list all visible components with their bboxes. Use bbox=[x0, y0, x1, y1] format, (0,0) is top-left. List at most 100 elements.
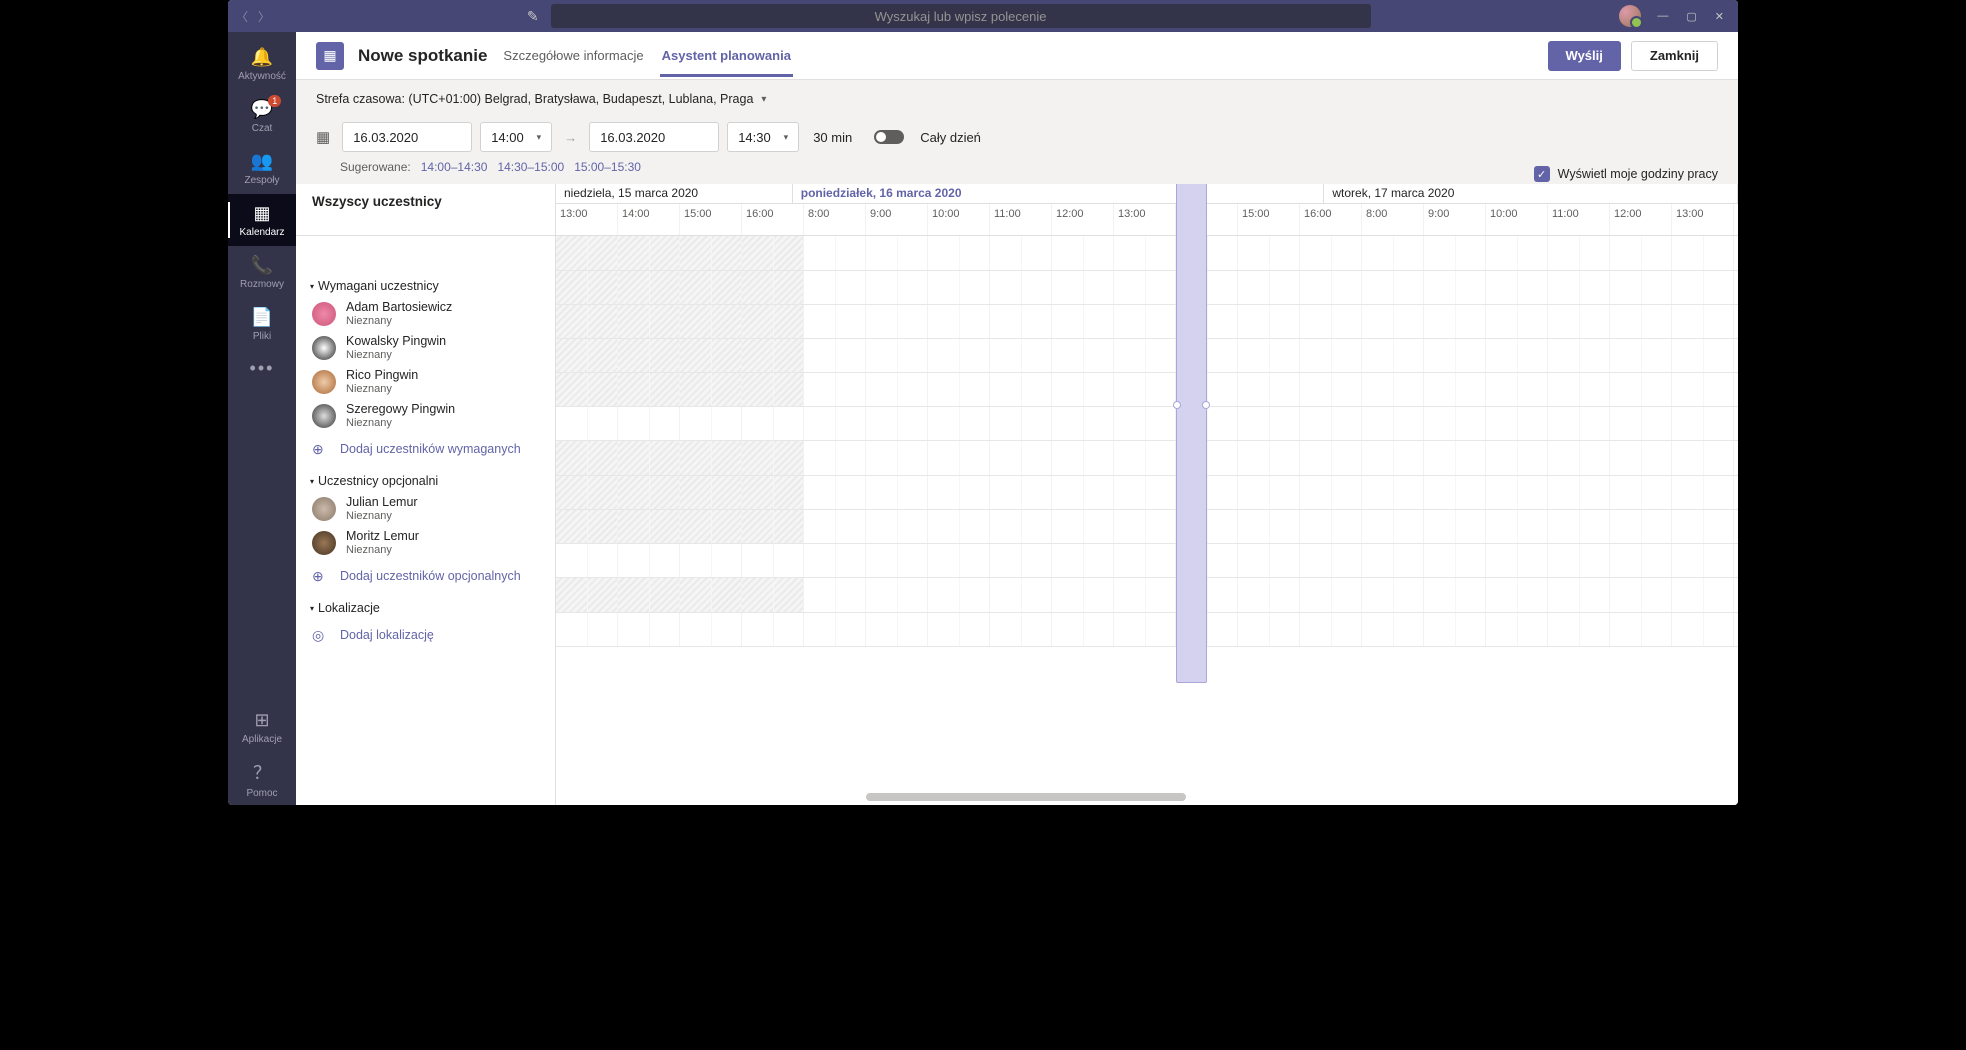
attendee-status: Nieznany bbox=[346, 315, 452, 328]
close-button[interactable]: Zamknij bbox=[1631, 41, 1718, 71]
attendee-status: Nieznany bbox=[346, 383, 418, 396]
attendee-row[interactable]: Szeregowy PingwinNieznany bbox=[296, 399, 555, 433]
start-time-field[interactable]: 14:00▾ bbox=[480, 122, 552, 152]
timeline-row bbox=[556, 476, 1738, 510]
arrow-right-icon: → bbox=[564, 130, 577, 145]
timeline-row bbox=[556, 236, 1738, 271]
timeline-row bbox=[556, 441, 1738, 476]
timeline-row bbox=[556, 407, 1738, 441]
rail-activity[interactable]: 🔔 Aktywność bbox=[228, 38, 296, 90]
horizontal-scrollbar[interactable] bbox=[866, 793, 1186, 801]
bell-icon: 🔔 bbox=[251, 47, 273, 68]
calendar-icon: ▦ bbox=[316, 128, 330, 146]
rail-chat[interactable]: 💬1 Czat bbox=[228, 90, 296, 142]
suggested-label: Sugerowane: bbox=[340, 160, 411, 174]
triangle-down-icon: ▾ bbox=[310, 604, 314, 613]
rail-apps[interactable]: ⊞ Aplikacje bbox=[228, 701, 296, 753]
avatar bbox=[312, 531, 336, 555]
rail-help[interactable]: ？ Pomoc bbox=[228, 753, 296, 805]
triangle-down-icon: ▾ bbox=[310, 477, 314, 486]
hour-header: 12:00 bbox=[1052, 204, 1114, 235]
calendar-icon: ▦ bbox=[253, 203, 270, 224]
teams-icon: 👥 bbox=[251, 151, 273, 172]
tab-scheduling-assistant[interactable]: Asystent planowania bbox=[660, 34, 793, 77]
timeline-grid[interactable]: niedziela, 15 marca 2020poniedziałek, 16… bbox=[556, 184, 1738, 805]
all-attendees-title: Wszyscy uczestnicy bbox=[296, 184, 555, 213]
rail-teams[interactable]: 👥 Zespoły bbox=[228, 142, 296, 194]
meeting-badge-icon: ▦ bbox=[316, 42, 344, 70]
required-section-header[interactable]: ▾Wymagani uczestnicy bbox=[296, 271, 555, 297]
attendee-row[interactable]: Adam BartosiewiczNieznany bbox=[296, 297, 555, 331]
attendee-name: Kowalsky Pingwin bbox=[346, 334, 446, 349]
suggested-slot[interactable]: 14:00–14:30 bbox=[421, 160, 488, 174]
phone-icon: 📞 bbox=[251, 255, 273, 276]
add-required-button[interactable]: ⊕Dodaj uczestników wymaganych bbox=[296, 433, 555, 466]
timezone-value: (UTC+01:00) Belgrad, Bratysława, Budapes… bbox=[408, 92, 753, 106]
timeline-row bbox=[556, 305, 1738, 339]
main-panel: ▦ Nowe spotkanie Szczegółowe informacje … bbox=[296, 32, 1738, 805]
end-time-field[interactable]: 14:30▾ bbox=[727, 122, 799, 152]
allday-toggle[interactable] bbox=[874, 130, 904, 144]
send-button[interactable]: Wyślij bbox=[1548, 41, 1621, 71]
attendee-status: Nieznany bbox=[346, 417, 455, 430]
rail-calls[interactable]: 📞 Rozmowy bbox=[228, 246, 296, 298]
rail-label: Aplikacje bbox=[242, 734, 282, 745]
suggested-slot[interactable]: 15:00–15:30 bbox=[574, 160, 641, 174]
back-icon[interactable]: 〈 bbox=[236, 8, 248, 25]
tab-details[interactable]: Szczegółowe informacje bbox=[501, 34, 645, 77]
hour-header: 13:00 bbox=[556, 204, 618, 235]
timeline-row bbox=[556, 510, 1738, 544]
attendee-name: Szeregowy Pingwin bbox=[346, 402, 455, 417]
file-icon: 📄 bbox=[251, 307, 273, 328]
app-body: 🔔 Aktywność 💬1 Czat 👥 Zespoły ▦ Kalendar… bbox=[228, 32, 1738, 805]
end-date-field[interactable]: 16.03.2020 bbox=[589, 122, 719, 152]
allday-label: Cały dzień bbox=[920, 130, 981, 145]
history-nav: 〈 〉 bbox=[236, 8, 270, 25]
attendee-row[interactable]: Julian LemurNieznany bbox=[296, 492, 555, 526]
avatar bbox=[312, 370, 336, 394]
hour-header: 16:00 bbox=[742, 204, 804, 235]
locations-section-header[interactable]: ▾Lokalizacje bbox=[296, 593, 555, 619]
hour-header: 8:00 bbox=[804, 204, 866, 235]
hour-header: 9:00 bbox=[1424, 204, 1486, 235]
rail-files[interactable]: 📄 Pliki bbox=[228, 298, 296, 350]
resize-handle-right[interactable] bbox=[1202, 401, 1210, 409]
compose-icon[interactable]: ✎ bbox=[527, 8, 539, 25]
minimize-icon[interactable]: — bbox=[1657, 10, 1668, 23]
attendee-status: Nieznany bbox=[346, 544, 419, 557]
start-date-field[interactable]: 16.03.2020 bbox=[342, 122, 472, 152]
close-icon[interactable]: ✕ bbox=[1715, 10, 1724, 23]
attendee-row[interactable]: Moritz LemurNieznany bbox=[296, 526, 555, 560]
day-header: poniedziałek, 16 marca 2020 bbox=[793, 184, 1325, 203]
rail-label: Zespoły bbox=[244, 175, 279, 186]
triangle-down-icon: ▾ bbox=[310, 282, 314, 291]
workhours-label: Wyświetl moje godziny pracy bbox=[1558, 167, 1718, 181]
proposed-meeting-block[interactable] bbox=[1176, 184, 1207, 683]
maximize-icon[interactable]: ▢ bbox=[1686, 10, 1696, 23]
rail-calendar[interactable]: ▦ Kalendarz bbox=[228, 194, 296, 246]
forward-icon[interactable]: 〉 bbox=[258, 8, 270, 25]
hour-header: 13:00 bbox=[1672, 204, 1734, 235]
add-optional-button[interactable]: ⊕Dodaj uczestników opcjonalnych bbox=[296, 560, 555, 593]
attendee-row[interactable]: Kowalsky PingwinNieznany bbox=[296, 331, 555, 365]
rail-more[interactable]: ••• bbox=[250, 358, 275, 379]
optional-section-header[interactable]: ▾Uczestnicy opcjonalni bbox=[296, 466, 555, 492]
checkbox-checked-icon: ✓ bbox=[1534, 166, 1550, 182]
add-location-button[interactable]: ◎Dodaj lokalizację bbox=[296, 619, 555, 652]
profile-avatar[interactable] bbox=[1619, 5, 1641, 27]
search-input[interactable]: Wyszukaj lub wpisz polecenie bbox=[551, 4, 1371, 28]
attendee-name: Rico Pingwin bbox=[346, 368, 418, 383]
suggested-slot[interactable]: 14:30–15:00 bbox=[497, 160, 564, 174]
workhours-checkbox[interactable]: ✓ Wyświetl moje godziny pracy bbox=[1534, 166, 1718, 182]
hour-header: 11:00 bbox=[990, 204, 1052, 235]
rail-label: Pomoc bbox=[246, 788, 277, 799]
hour-header: 15:00 bbox=[1238, 204, 1300, 235]
help-icon: ？ bbox=[253, 759, 271, 785]
rail-label: Aktywność bbox=[238, 71, 286, 82]
attendee-row[interactable]: Rico PingwinNieznany bbox=[296, 365, 555, 399]
scheduling-grid: Wszyscy uczestnicy ▾Wymagani uczestnicy … bbox=[296, 184, 1738, 805]
resize-handle-left[interactable] bbox=[1173, 401, 1181, 409]
hour-header: 10:00 bbox=[1486, 204, 1548, 235]
timezone-row[interactable]: Strefa czasowa: (UTC+01:00) Belgrad, Bra… bbox=[296, 80, 1738, 118]
person-add-icon: ⊕ bbox=[312, 441, 330, 458]
